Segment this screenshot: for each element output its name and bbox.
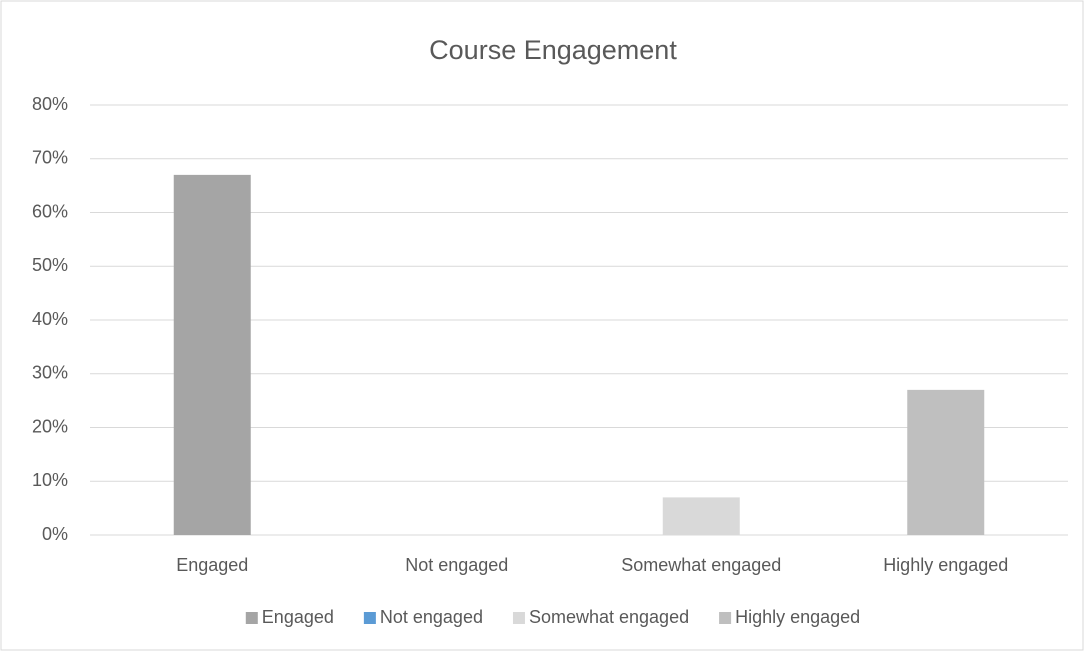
bar xyxy=(662,497,740,535)
legend-label: Engaged xyxy=(262,607,334,627)
legend-label: Somewhat engaged xyxy=(529,607,689,627)
y-tick-label: 20% xyxy=(32,416,68,436)
y-tick-label: 0% xyxy=(42,524,68,544)
legend-swatch xyxy=(719,612,732,624)
legend-swatch xyxy=(512,612,525,624)
bar xyxy=(173,174,251,535)
y-tick-label: 30% xyxy=(32,363,68,383)
y-tick-label: 10% xyxy=(32,470,68,490)
legend-label: Highly engaged xyxy=(735,607,860,627)
y-tick-label: 50% xyxy=(32,255,68,275)
legend-swatch xyxy=(363,612,376,624)
x-tick-label: Somewhat engaged xyxy=(621,555,781,575)
y-tick-label: 70% xyxy=(32,148,68,168)
x-tick-label: Highly engaged xyxy=(883,555,1008,575)
x-tick-label: Engaged xyxy=(176,555,248,575)
chart-title: Course Engagement xyxy=(429,35,677,65)
y-tick-label: 80% xyxy=(32,94,68,114)
y-tick-label: 60% xyxy=(32,201,68,221)
bar xyxy=(907,389,985,535)
x-tick-label: Not engaged xyxy=(405,555,508,575)
legend-label: Not engaged xyxy=(380,607,483,627)
legend-swatch xyxy=(245,612,258,624)
y-tick-label: 40% xyxy=(32,309,68,329)
